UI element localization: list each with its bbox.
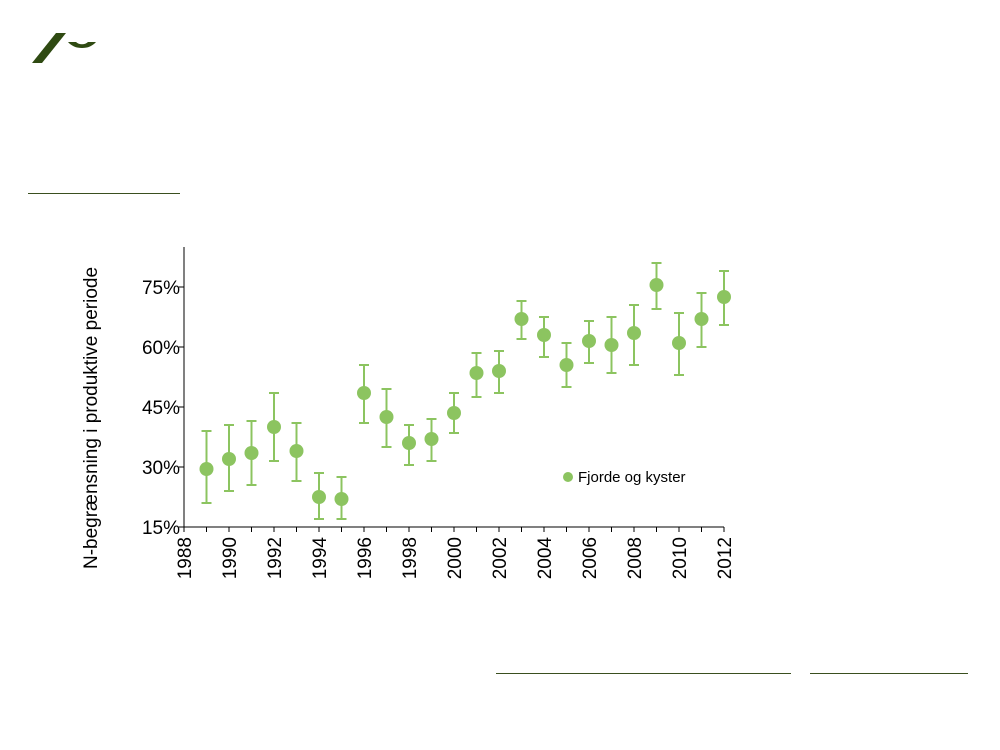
data-point <box>627 326 641 340</box>
axes <box>179 247 725 532</box>
x-tick-label: 1988 <box>175 537 196 579</box>
data-point <box>334 492 349 506</box>
footer-rule-right <box>810 673 968 674</box>
legend: Fjorde og kyster <box>563 469 686 486</box>
data-point <box>514 312 529 326</box>
x-tick-label: 2012 <box>715 537 736 579</box>
data-points <box>199 278 731 506</box>
header-rule <box>28 193 180 194</box>
x-tick-label: 2008 <box>625 537 646 579</box>
x-tick-label: 1998 <box>400 537 421 579</box>
data-point <box>222 452 236 466</box>
data-point <box>244 446 259 460</box>
y-tick-label: 30% <box>142 458 180 479</box>
data-point <box>199 462 214 476</box>
data-point <box>447 406 461 420</box>
footer-rule-left <box>496 673 791 674</box>
y-tick-label: 45% <box>142 398 180 419</box>
legend-label: Fjorde og kyster <box>578 469 686 486</box>
x-tick-label: 2002 <box>490 537 511 579</box>
y-tick-label: 75% <box>142 278 180 299</box>
legend-marker <box>563 472 573 482</box>
data-point <box>357 386 371 400</box>
y-tick-labels: 15% 30% 45% 60% 75% <box>142 278 180 539</box>
data-point <box>717 290 731 304</box>
y-tick-label: 15% <box>142 518 180 539</box>
x-tick-label: 1992 <box>265 537 286 579</box>
x-tick-label: 2010 <box>670 537 691 579</box>
y-axis-title: N-begrænsning i produktive periode <box>81 267 102 569</box>
data-point <box>672 336 686 350</box>
university-logo-icon <box>32 33 96 63</box>
data-point <box>537 328 551 342</box>
x-tick-label: 2004 <box>535 537 556 580</box>
data-point <box>582 334 596 348</box>
data-point <box>559 358 574 372</box>
data-point <box>424 432 439 446</box>
data-point <box>289 444 304 458</box>
x-tick-label: 1996 <box>355 537 376 579</box>
data-point <box>267 420 281 434</box>
data-point <box>649 278 664 292</box>
data-point <box>492 364 506 378</box>
data-point <box>312 490 326 504</box>
logo-slash <box>32 33 66 63</box>
data-point <box>402 436 416 450</box>
x-tick-label: 1990 <box>220 537 241 579</box>
x-tick-label: 2000 <box>445 537 466 579</box>
data-point <box>469 366 484 380</box>
data-point <box>694 312 709 326</box>
data-point <box>379 410 394 424</box>
x-tick-label: 2006 <box>580 537 601 579</box>
y-tick-label: 60% <box>142 338 180 359</box>
data-point <box>604 338 619 352</box>
x-tick-labels: 1988 1990 1992 1994 1996 1998 2000 2002 2004 2006… <box>175 537 736 580</box>
x-tick-label: 1994 <box>310 537 331 580</box>
logo-arc <box>68 42 96 49</box>
